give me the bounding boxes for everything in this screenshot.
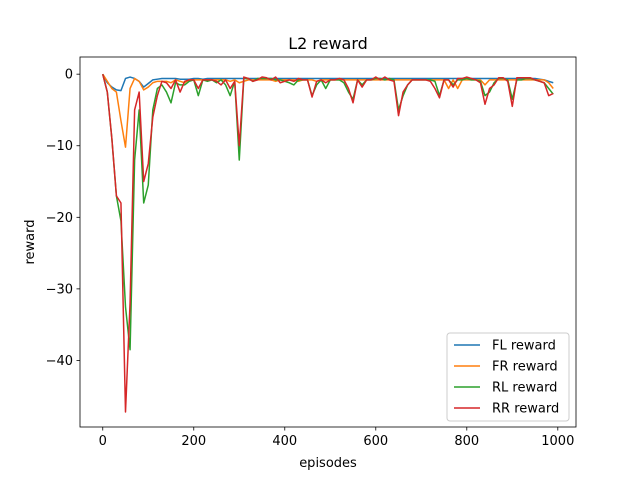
axes-frame [79, 56, 577, 428]
y-tick-label: −10 [46, 139, 73, 154]
series-line-0 [102, 73, 554, 92]
y-tick-label: −20 [46, 211, 73, 226]
x-tick-label: 600 [363, 434, 388, 449]
x-tick-label: 800 [454, 434, 479, 449]
y-tick-label: −40 [46, 354, 73, 369]
axes: 0 200 400 600 800 1000 0 −10 −20 −30 −40 [46, 56, 577, 449]
series-line-2 [102, 73, 554, 351]
legend-label-1: FR reward [492, 360, 558, 375]
legend: FL reward FR reward RL reward RR reward [446, 332, 570, 422]
legend-label-2: RL reward [492, 381, 557, 396]
x-tick-label: 400 [272, 434, 297, 449]
x-tick-label: 1000 [541, 434, 574, 449]
series-line-3 [102, 73, 554, 413]
chart-title: L2 reward [288, 34, 368, 53]
y-tick-label: −30 [46, 282, 73, 297]
x-tick-label: 200 [181, 434, 206, 449]
x-tick-label: 0 [99, 434, 107, 449]
legend-label-0: FL reward [492, 339, 556, 354]
y-axis-label: reward [23, 219, 38, 264]
plot-area [102, 73, 554, 413]
y-tick-label: 0 [65, 68, 73, 83]
x-axis-label: episodes [299, 456, 357, 471]
legend-label-3: RR reward [492, 402, 559, 417]
legend-box [446, 332, 570, 422]
